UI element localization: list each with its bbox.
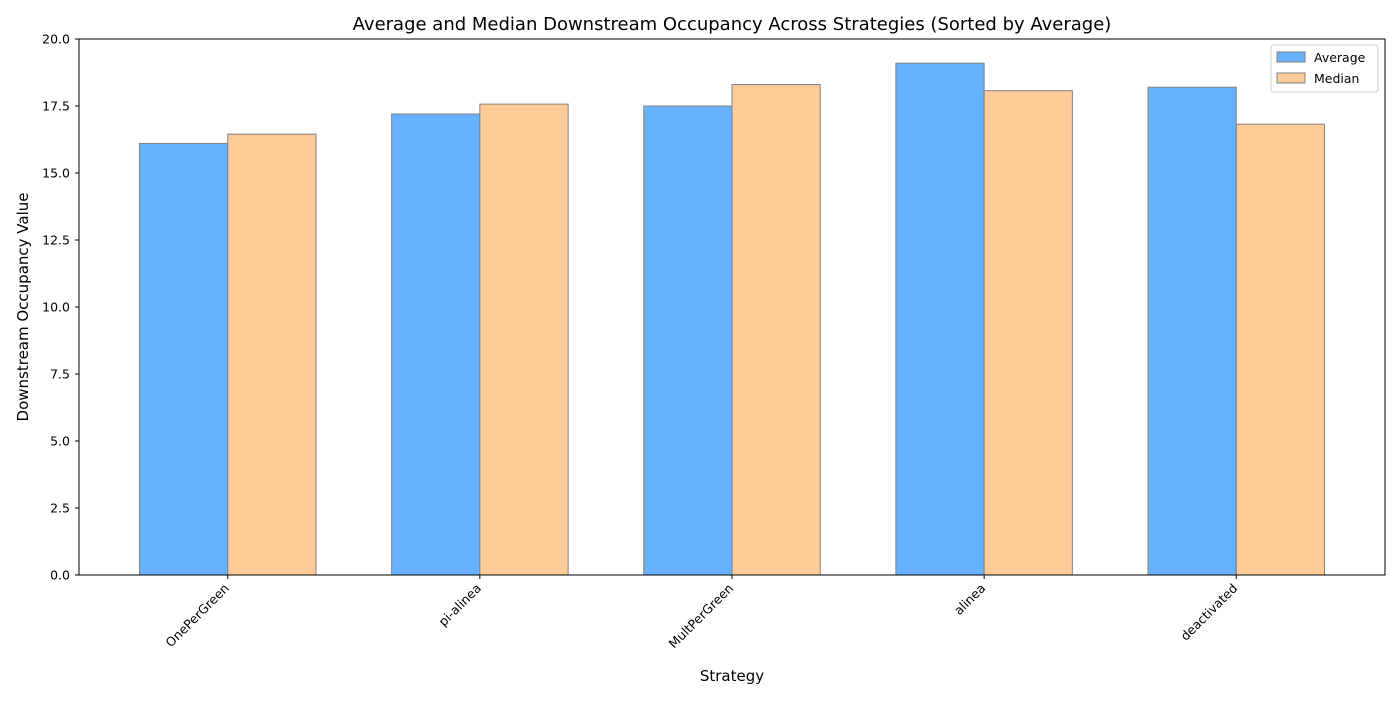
bars-layer xyxy=(139,62,1325,576)
bar-average-onepergreen xyxy=(139,143,229,576)
y-tick-label: 0.0 xyxy=(50,568,70,583)
bar-average-multpergreen xyxy=(643,105,733,576)
chart-title: Average and Median Downstream Occupancy … xyxy=(353,14,1112,35)
y-tick-label: 10.0 xyxy=(42,300,70,315)
legend-label-average: Average xyxy=(1314,50,1366,65)
y-tick-label: 5.0 xyxy=(50,434,70,449)
bar-average-alinea xyxy=(895,62,985,576)
y-tick-label: 7.5 xyxy=(50,367,70,382)
legend: Average Median xyxy=(1270,44,1379,93)
bar-median-pi-alinea xyxy=(479,103,569,576)
bar-average-deactivated xyxy=(1147,86,1237,576)
y-tick-label: 12.5 xyxy=(42,233,70,248)
y-axis: 0.0 2.5 5.0 7.5 10.0 12.5 15.0 17.5 20.0 xyxy=(42,32,79,583)
legend-swatch-average xyxy=(1276,51,1306,63)
bar-median-onepergreen xyxy=(227,133,317,576)
x-axis-label: Strategy xyxy=(700,667,764,685)
x-tick-label: OnePerGreen xyxy=(162,581,231,650)
x-tick-label: alinea xyxy=(951,581,988,618)
x-tick-label: pi-alinea xyxy=(435,581,484,630)
legend-label-median: Median xyxy=(1314,71,1359,86)
x-axis: OnePerGreen pi-alinea MultPerGreen alinea de… xyxy=(162,575,1240,651)
legend-swatch-median xyxy=(1276,72,1306,84)
y-tick-label: 2.5 xyxy=(50,501,70,516)
bar-median-deactivated xyxy=(1235,123,1325,576)
y-tick-label: 15.0 xyxy=(42,166,70,181)
y-axis-label: Downstream Occupancy Value xyxy=(14,193,32,422)
y-tick-label: 17.5 xyxy=(42,99,70,114)
x-tick-label: MultPerGreen xyxy=(666,581,737,652)
bar-median-alinea xyxy=(983,90,1073,576)
bar-median-multpergreen xyxy=(731,84,821,576)
x-tick-label: deactivated xyxy=(1177,581,1240,644)
bar-average-pi-alinea xyxy=(391,113,481,576)
y-tick-label: 20.0 xyxy=(42,32,70,47)
